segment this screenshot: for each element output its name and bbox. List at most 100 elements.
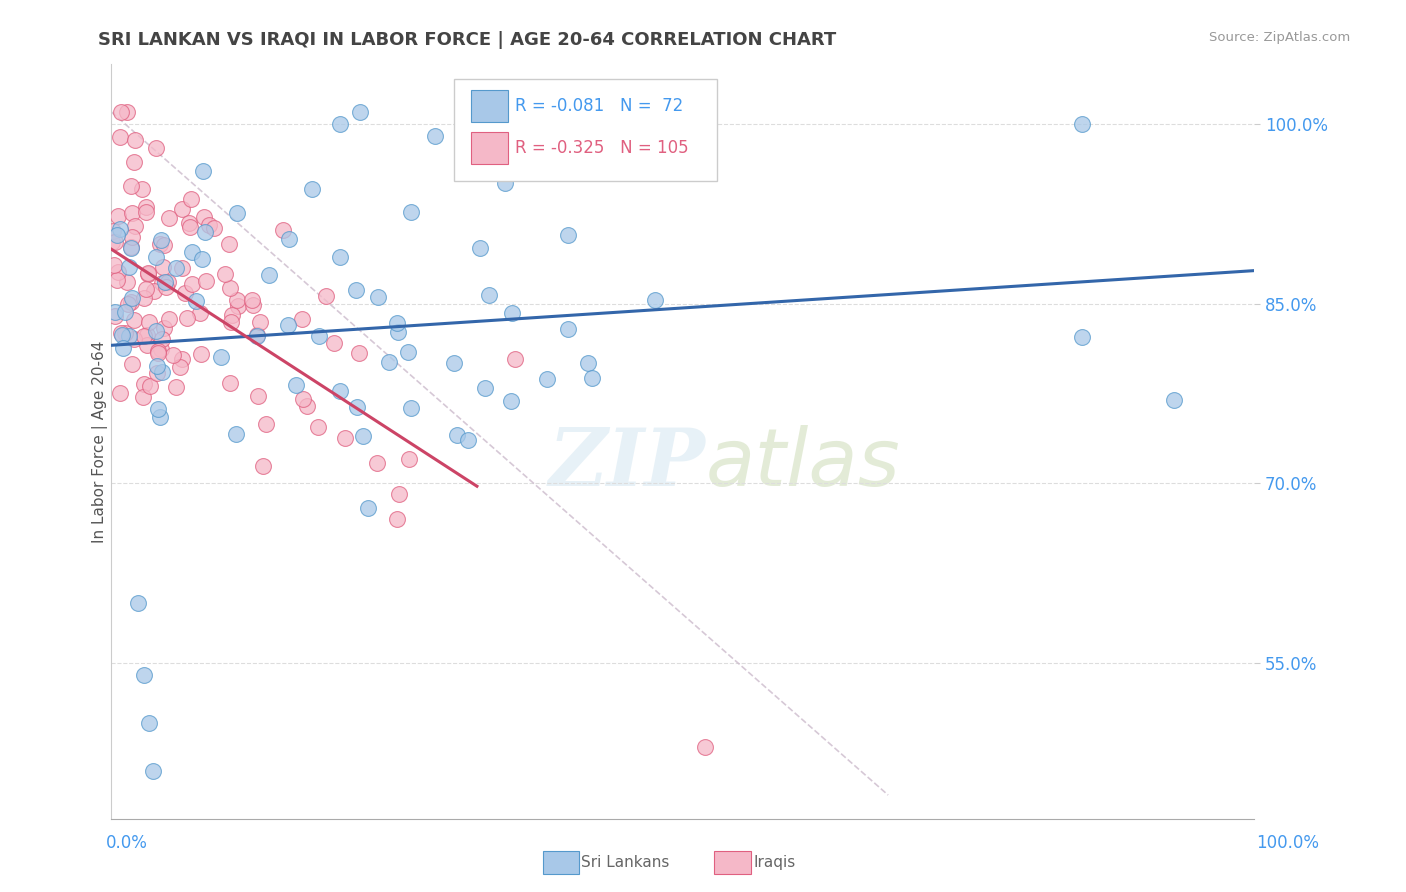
- Point: [468, 241, 491, 255]
- FancyBboxPatch shape: [471, 90, 508, 122]
- Point: [396, 345, 419, 359]
- Point: [285, 377, 308, 392]
- Point: [344, 283, 367, 297]
- Point: [118, 260, 141, 274]
- Point: [117, 297, 139, 311]
- Point: [329, 250, 352, 264]
- Point: [494, 176, 516, 190]
- Point: [124, 133, 146, 147]
- Text: Source: ZipAtlas.com: Source: ZipAtlas.com: [1209, 31, 1350, 45]
- Point: [219, 315, 242, 329]
- Point: [226, 293, 249, 307]
- Point: [120, 178, 142, 193]
- Point: [110, 105, 132, 120]
- Point: [103, 258, 125, 272]
- Point: [357, 501, 380, 516]
- Text: ZIP: ZIP: [548, 425, 706, 503]
- FancyBboxPatch shape: [471, 132, 508, 164]
- Point: [240, 293, 263, 307]
- Point: [557, 322, 579, 336]
- Point: [291, 312, 314, 326]
- Point: [225, 426, 247, 441]
- Point: [169, 359, 191, 374]
- Point: [1071, 117, 1094, 131]
- Point: [271, 223, 294, 237]
- Point: [1071, 329, 1094, 343]
- Point: [218, 237, 240, 252]
- Point: [576, 356, 599, 370]
- Point: [120, 294, 142, 309]
- Point: [226, 206, 249, 220]
- Point: [195, 274, 218, 288]
- Point: [581, 371, 603, 385]
- Point: [209, 350, 232, 364]
- Point: [121, 357, 143, 371]
- Point: [180, 244, 202, 259]
- Point: [117, 105, 139, 120]
- Point: [179, 220, 201, 235]
- Point: [346, 400, 368, 414]
- Y-axis label: In Labor Force | Age 20-64: In Labor Force | Age 20-64: [93, 341, 108, 542]
- Point: [152, 260, 174, 274]
- Point: [246, 389, 269, 403]
- Point: [446, 428, 468, 442]
- Point: [127, 596, 149, 610]
- Point: [136, 266, 159, 280]
- Point: [101, 235, 124, 250]
- Point: [132, 328, 155, 343]
- Point: [176, 311, 198, 326]
- Point: [501, 393, 523, 408]
- Point: [246, 328, 269, 343]
- Point: [352, 429, 374, 443]
- Point: [347, 346, 370, 360]
- Point: [186, 294, 208, 309]
- Text: R = -0.081   N =  72: R = -0.081 N = 72: [515, 97, 683, 115]
- Point: [157, 311, 180, 326]
- Point: [145, 324, 167, 338]
- Point: [329, 384, 352, 399]
- Point: [150, 342, 173, 356]
- Point: [155, 280, 177, 294]
- Point: [278, 232, 301, 246]
- Point: [165, 260, 187, 275]
- Point: [120, 241, 142, 255]
- Point: [105, 273, 128, 287]
- Point: [367, 290, 389, 304]
- Point: [695, 740, 717, 755]
- Point: [149, 236, 172, 251]
- Point: [1163, 393, 1185, 408]
- Point: [172, 351, 194, 366]
- Point: [308, 329, 330, 343]
- Point: [114, 305, 136, 319]
- Point: [110, 326, 132, 340]
- Point: [153, 237, 176, 252]
- Point: [105, 228, 128, 243]
- Point: [117, 275, 139, 289]
- Point: [385, 316, 408, 330]
- Point: [146, 402, 169, 417]
- Point: [644, 293, 666, 307]
- Point: [378, 355, 401, 369]
- Point: [132, 668, 155, 682]
- Point: [139, 379, 162, 393]
- Point: [219, 281, 242, 295]
- Point: [246, 329, 269, 343]
- Point: [103, 223, 125, 237]
- Point: [254, 417, 277, 431]
- Point: [131, 182, 153, 196]
- Point: [307, 420, 329, 434]
- Point: [114, 326, 136, 340]
- Point: [180, 192, 202, 206]
- Point: [143, 284, 166, 298]
- Point: [221, 309, 243, 323]
- Point: [181, 277, 204, 291]
- Point: [387, 325, 409, 339]
- Point: [152, 365, 174, 379]
- Text: 100.0%: 100.0%: [1256, 834, 1319, 852]
- Point: [399, 401, 422, 416]
- Point: [107, 209, 129, 223]
- Point: [108, 130, 131, 145]
- Point: [135, 201, 157, 215]
- Point: [177, 216, 200, 230]
- Point: [107, 265, 129, 279]
